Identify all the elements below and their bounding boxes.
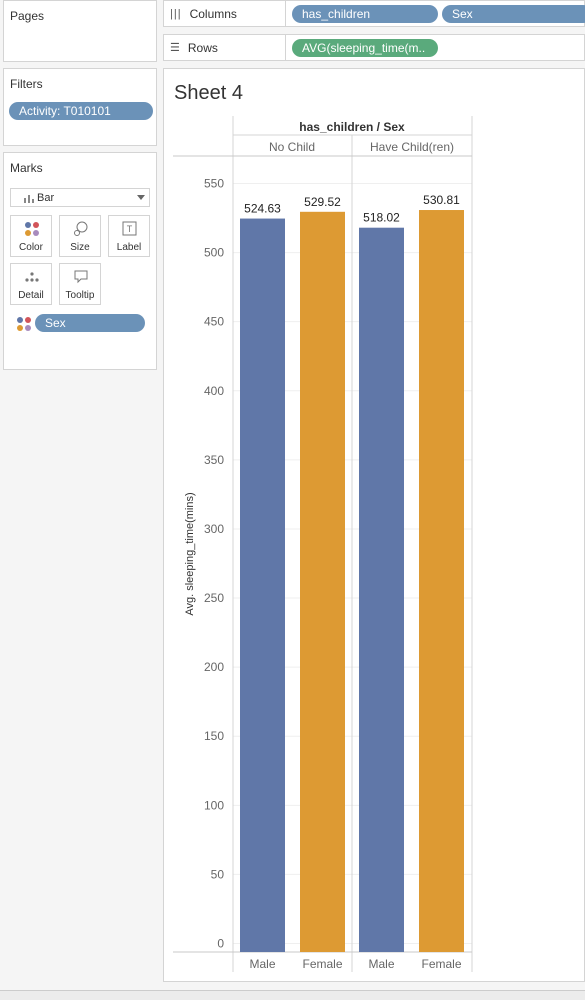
columns-icon: ||| xyxy=(170,7,182,20)
columns-shelf: ||| Columns has_children Sex xyxy=(163,0,585,27)
rows-pill-avg-sleeping-time[interactable]: AVG(sleeping_time(m.. xyxy=(292,39,438,57)
filters-title: Filters xyxy=(10,77,43,91)
label-label: Label xyxy=(116,242,142,253)
detail-label: Detail xyxy=(18,290,44,301)
label-button[interactable]: T Label xyxy=(108,215,150,257)
size-icon xyxy=(74,221,88,236)
text-label-icon: T xyxy=(122,221,137,236)
columns-shelf-label: ||| Columns xyxy=(164,1,286,26)
color-dots-icon xyxy=(25,222,39,236)
pages-title: Pages xyxy=(10,9,45,23)
mark-type-label: Bar xyxy=(37,191,55,204)
mark-type-dropdown[interactable]: Bar xyxy=(10,188,150,207)
rows-label-text: Rows xyxy=(187,40,218,55)
marks-pill-sex[interactable]: Sex xyxy=(35,314,145,332)
columns-pill-sex[interactable]: Sex xyxy=(442,5,585,23)
pages-card: Pages xyxy=(3,0,157,62)
sheet-tab-bar[interactable] xyxy=(0,990,585,1000)
size-button[interactable]: Size xyxy=(59,215,101,257)
rows-shelf-label: ☰ Rows xyxy=(164,35,286,60)
columns-pill-has-children[interactable]: has_children xyxy=(292,5,438,23)
bar-chart-icon xyxy=(24,195,34,203)
tooltip-speech-icon xyxy=(74,270,88,284)
detail-dots-icon xyxy=(25,272,39,282)
sex-color-icon xyxy=(17,317,31,331)
chevron-down-icon xyxy=(137,195,145,200)
tooltip-label: Tooltip xyxy=(65,290,95,301)
color-button[interactable]: Color xyxy=(10,215,52,257)
color-label: Color xyxy=(19,242,43,253)
columns-label-text: Columns xyxy=(189,6,237,21)
tooltip-button[interactable]: Tooltip xyxy=(59,263,101,305)
detail-button[interactable]: Detail xyxy=(10,263,52,305)
rows-shelf: ☰ Rows AVG(sleeping_time(m.. xyxy=(163,34,585,61)
sheet-area xyxy=(163,68,585,982)
size-label: Size xyxy=(70,242,90,253)
sheet-title: Sheet 4 xyxy=(174,82,243,104)
filter-pill-activity[interactable]: Activity: T010101 xyxy=(9,102,153,120)
marks-card: Marks xyxy=(3,152,157,370)
marks-title: Marks xyxy=(10,161,43,175)
svg-text:T: T xyxy=(127,224,133,234)
rows-icon: ☰ xyxy=(170,42,180,54)
filters-card: Filters Activity: T010101 xyxy=(3,68,157,146)
